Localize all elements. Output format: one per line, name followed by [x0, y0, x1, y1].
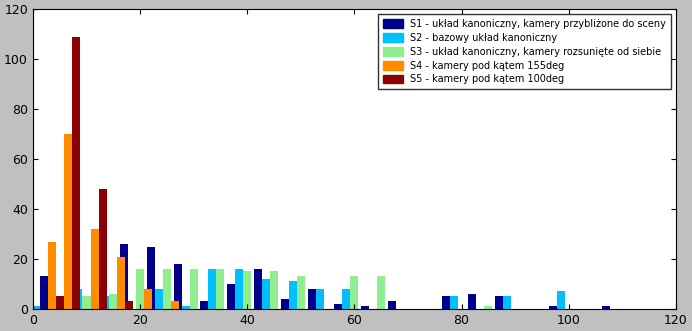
Bar	[125, 302, 134, 309]
Bar	[136, 269, 144, 309]
Bar	[120, 244, 128, 309]
Bar	[64, 134, 72, 309]
Bar	[75, 289, 82, 309]
Bar	[262, 279, 270, 309]
Bar	[93, 299, 101, 309]
Bar	[297, 276, 305, 309]
Bar	[503, 297, 511, 309]
Bar	[208, 269, 217, 309]
Bar	[495, 297, 503, 309]
Bar	[91, 229, 98, 309]
Bar	[66, 271, 75, 309]
Bar	[217, 269, 224, 309]
Bar	[602, 307, 610, 309]
Bar	[388, 302, 396, 309]
Bar	[254, 269, 262, 309]
Bar	[147, 247, 155, 309]
Bar	[307, 289, 316, 309]
Bar	[101, 297, 109, 309]
Bar	[24, 294, 32, 309]
Bar	[235, 269, 243, 309]
Bar	[343, 289, 350, 309]
Bar	[201, 302, 208, 309]
Legend: S1 - układ kanoniczny, kamery przybliżone do sceny, S2 - bazowy układ kanoniczny: S1 - układ kanoniczny, kamery przybliżon…	[379, 14, 671, 89]
Bar	[171, 302, 179, 309]
Bar	[82, 297, 91, 309]
Bar	[109, 294, 118, 309]
Bar	[243, 271, 251, 309]
Bar	[32, 307, 39, 309]
Bar	[334, 304, 343, 309]
Bar	[361, 307, 369, 309]
Bar	[48, 297, 55, 309]
Bar	[441, 297, 450, 309]
Bar	[163, 269, 171, 309]
Bar	[468, 294, 476, 309]
Bar	[190, 269, 198, 309]
Bar	[174, 264, 181, 309]
Bar	[281, 299, 289, 309]
Bar	[549, 307, 557, 309]
Bar	[557, 292, 565, 309]
Bar	[316, 289, 324, 309]
Bar	[55, 297, 64, 309]
Bar	[118, 257, 125, 309]
Bar	[181, 307, 190, 309]
Bar	[227, 284, 235, 309]
Bar	[484, 307, 493, 309]
Bar	[72, 37, 80, 309]
Bar	[98, 189, 107, 309]
Bar	[155, 289, 163, 309]
Bar	[450, 297, 457, 309]
Bar	[39, 276, 48, 309]
Bar	[144, 289, 152, 309]
Bar	[377, 276, 385, 309]
Bar	[270, 271, 278, 309]
Bar	[48, 242, 55, 309]
Bar	[289, 281, 297, 309]
Bar	[55, 297, 64, 309]
Bar	[350, 276, 358, 309]
